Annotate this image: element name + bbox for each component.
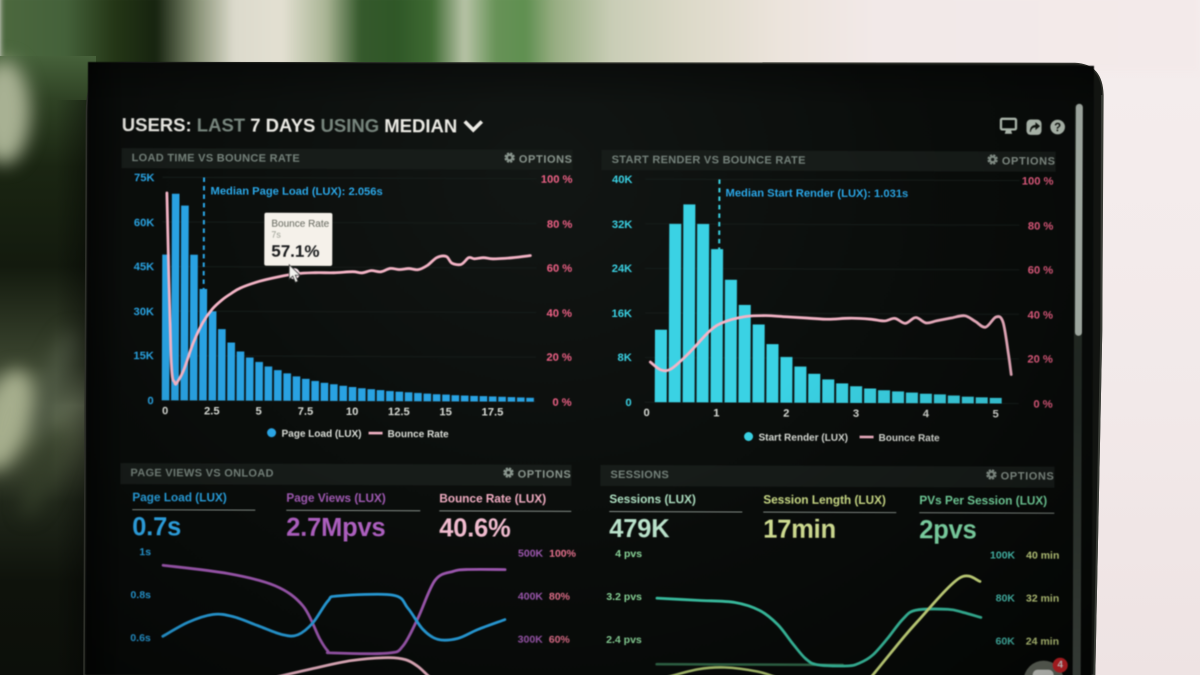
- svg-text:100%: 100%: [549, 548, 577, 560]
- svg-text:2: 2: [783, 408, 789, 420]
- svg-text:0 %: 0 %: [1033, 399, 1052, 411]
- svg-text:2.4 pvs: 2.4 pvs: [606, 634, 642, 646]
- svg-text:80 %: 80 %: [547, 219, 573, 231]
- svg-text:8K: 8K: [618, 352, 632, 364]
- svg-text:15: 15: [439, 406, 451, 418]
- svg-text:300K: 300K: [518, 634, 544, 646]
- svg-text:20 %: 20 %: [546, 352, 572, 364]
- svg-text:40K: 40K: [612, 174, 633, 186]
- svg-text:4 pvs: 4 pvs: [615, 548, 642, 560]
- svg-text:60K: 60K: [134, 217, 155, 229]
- svg-text:Median Start Render (LUX): 1.0: Median Start Render (LUX): 1.031s: [725, 187, 908, 200]
- svg-text:1s: 1s: [139, 546, 151, 558]
- svg-text:500K: 500K: [518, 548, 544, 560]
- svg-text:1: 1: [713, 407, 719, 419]
- svg-text:80%: 80%: [549, 591, 571, 603]
- svg-text:40 %: 40 %: [1028, 310, 1054, 322]
- svg-text:12.5: 12.5: [388, 406, 410, 418]
- svg-text:60 %: 60 %: [1028, 265, 1054, 277]
- svg-text:400K: 400K: [518, 591, 544, 603]
- svg-text:100 %: 100 %: [1022, 176, 1054, 188]
- svg-text:30K: 30K: [133, 306, 154, 318]
- svg-text:Page Load (LUX): Page Load (LUX): [282, 429, 362, 440]
- svg-text:5: 5: [256, 406, 262, 418]
- svg-text:Bounce Rate: Bounce Rate: [388, 429, 450, 440]
- svg-text:32K: 32K: [612, 219, 633, 231]
- svg-text:2.5: 2.5: [204, 405, 220, 417]
- svg-text:Start Render (LUX): Start Render (LUX): [759, 433, 848, 444]
- svg-text:15K: 15K: [133, 350, 154, 362]
- svg-text:80 %: 80 %: [1028, 221, 1054, 233]
- svg-text:3.2 pvs: 3.2 pvs: [606, 591, 642, 603]
- svg-text:24K: 24K: [612, 263, 633, 275]
- svg-text:16K: 16K: [611, 308, 632, 320]
- svg-text:100K: 100K: [990, 549, 1016, 561]
- svg-text:?: ?: [1054, 122, 1061, 134]
- svg-text:0: 0: [625, 397, 631, 409]
- svg-text:0 %: 0 %: [552, 397, 571, 409]
- svg-text:Bounce Rate: Bounce Rate: [879, 433, 941, 444]
- svg-text:0: 0: [644, 407, 650, 419]
- svg-text:60%: 60%: [549, 634, 571, 646]
- svg-text:24 min: 24 min: [1026, 636, 1059, 648]
- svg-text:100 %: 100 %: [541, 174, 573, 186]
- svg-text:4: 4: [923, 408, 930, 420]
- svg-text:0.6s: 0.6s: [130, 632, 151, 644]
- svg-text:3: 3: [853, 408, 859, 420]
- svg-text:45K: 45K: [134, 261, 155, 273]
- svg-text:5: 5: [993, 408, 999, 420]
- svg-text:60 %: 60 %: [547, 263, 573, 275]
- svg-text:40 %: 40 %: [547, 308, 573, 320]
- svg-text:80K: 80K: [996, 592, 1016, 604]
- svg-text:40 min: 40 min: [1026, 550, 1059, 562]
- svg-text:7.5: 7.5: [298, 406, 314, 418]
- svg-text:Median Page Load (LUX): 2.056s: Median Page Load (LUX): 2.056s: [210, 185, 382, 198]
- svg-text:32 min: 32 min: [1026, 593, 1059, 605]
- svg-text:0.8s: 0.8s: [130, 589, 151, 601]
- svg-text:17.5: 17.5: [482, 407, 504, 419]
- svg-text:20 %: 20 %: [1027, 354, 1053, 366]
- svg-text:10: 10: [346, 406, 358, 418]
- svg-text:75K: 75K: [134, 172, 155, 184]
- svg-text:60K: 60K: [995, 635, 1015, 647]
- svg-text:0: 0: [147, 395, 153, 407]
- svg-text:0: 0: [162, 405, 168, 417]
